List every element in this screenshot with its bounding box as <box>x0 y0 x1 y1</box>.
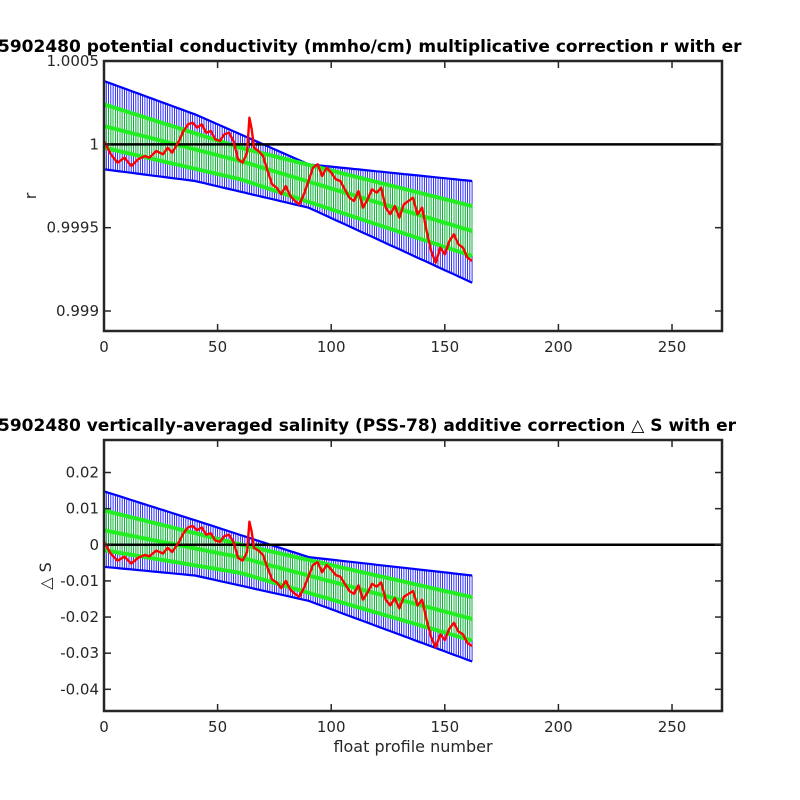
y-tick-label: -0.02 <box>60 608 99 626</box>
y-tick-label: 1 <box>89 135 99 153</box>
conductivity-correction-panel: 5902480 potential conductivity (mmho/cm)… <box>0 37 742 356</box>
fit-line-green-upper <box>103 508 473 600</box>
panel-title-salinity: 5902480 vertically-averaged salinity (PS… <box>0 416 737 436</box>
fit-line-green-upper <box>103 102 473 208</box>
outer-envelope-lower <box>103 168 473 284</box>
red-data-series <box>102 116 473 264</box>
fit-line-green-mid <box>103 528 473 621</box>
x-tick-label: 250 <box>658 718 687 736</box>
x-tick-label: 250 <box>658 338 687 356</box>
y-tick-label: -0.03 <box>60 644 99 662</box>
x-tick-label: 100 <box>317 338 346 356</box>
x-tick-label: 200 <box>544 338 573 356</box>
y-tick-label: 0.01 <box>66 500 99 518</box>
x-tick-label: 50 <box>208 338 227 356</box>
x-tick-label: 100 <box>317 718 346 736</box>
x-tick-label: 200 <box>544 718 573 736</box>
y-tick-label: 1.0005 <box>47 52 100 70</box>
outer-envelope-upper <box>103 490 473 577</box>
y-tick-label: 0.9995 <box>47 219 100 237</box>
y-tick-label: 0.999 <box>56 302 99 320</box>
x-axis-label-float-profile-number: float profile number <box>333 737 493 756</box>
outer-envelope-lower <box>103 565 473 663</box>
plot-area-conductivity: 0 50 100 150 200 250 0.999 0.9995 1 1.0005 <box>47 52 724 356</box>
axes-box <box>102 59 724 333</box>
y-tick-label: 0 <box>89 536 99 554</box>
y-axis-label-r: r <box>21 192 40 199</box>
y-axis-label-delta-s: △ S <box>36 562 55 590</box>
x-tick-label: 50 <box>208 718 227 736</box>
x-tick-label: 150 <box>430 338 459 356</box>
fit-line-green-lower <box>103 145 473 258</box>
y-tick-label: -0.04 <box>60 680 99 698</box>
plot-area-salinity: 0 50 100 150 200 250 -0.04 -0.03 -0.02 -0.01 0 0.01… <box>60 438 724 736</box>
x-tick-label: 0 <box>99 338 109 356</box>
salinity-correction-panel: 5902480 vertically-averaged salinity (PS… <box>0 416 737 756</box>
outer-envelope-upper <box>103 79 473 183</box>
x-tick-label: 0 <box>99 718 109 736</box>
panel-title-conductivity: 5902480 potential conductivity (mmho/cm)… <box>0 37 742 57</box>
axes-box <box>102 438 724 713</box>
x-tick-label: 150 <box>430 718 459 736</box>
red-data-series <box>102 520 473 649</box>
fit-line-green-mid <box>103 124 473 233</box>
y-tick-label: 0.02 <box>66 464 99 482</box>
y-tick-label: -0.01 <box>60 572 99 590</box>
